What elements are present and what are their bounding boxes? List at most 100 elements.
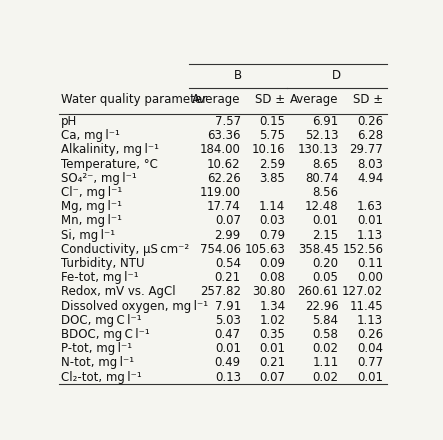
Text: 12.48: 12.48 xyxy=(305,200,338,213)
Text: 0.21: 0.21 xyxy=(259,356,285,369)
Text: Turbidity, NTU: Turbidity, NTU xyxy=(61,257,144,270)
Text: 3.85: 3.85 xyxy=(260,172,285,185)
Text: DOC, mg C l⁻¹: DOC, mg C l⁻¹ xyxy=(61,314,141,327)
Text: 1.13: 1.13 xyxy=(357,229,383,242)
Text: 2.15: 2.15 xyxy=(312,229,338,242)
Text: Mn, mg l⁻¹: Mn, mg l⁻¹ xyxy=(61,214,121,227)
Text: B: B xyxy=(234,69,242,82)
Text: Mg, mg l⁻¹: Mg, mg l⁻¹ xyxy=(61,200,121,213)
Text: 0.20: 0.20 xyxy=(313,257,338,270)
Text: 0.11: 0.11 xyxy=(357,257,383,270)
Text: 0.02: 0.02 xyxy=(313,342,338,355)
Text: Alkalinity, mg l⁻¹: Alkalinity, mg l⁻¹ xyxy=(61,143,159,157)
Text: 0.54: 0.54 xyxy=(215,257,241,270)
Text: SD ±: SD ± xyxy=(353,93,383,106)
Text: 0.26: 0.26 xyxy=(357,115,383,128)
Text: 0.02: 0.02 xyxy=(313,370,338,384)
Text: 17.74: 17.74 xyxy=(207,200,241,213)
Text: Fe-tot, mg l⁻¹: Fe-tot, mg l⁻¹ xyxy=(61,271,138,284)
Text: Redox, mV vs. AgCl: Redox, mV vs. AgCl xyxy=(61,286,175,298)
Text: 358.45: 358.45 xyxy=(298,243,338,256)
Text: 4.94: 4.94 xyxy=(357,172,383,185)
Text: SD ±: SD ± xyxy=(255,93,285,106)
Text: 80.74: 80.74 xyxy=(305,172,338,185)
Text: 0.09: 0.09 xyxy=(260,257,285,270)
Text: 29.77: 29.77 xyxy=(350,143,383,157)
Text: 5.84: 5.84 xyxy=(313,314,338,327)
Text: 0.01: 0.01 xyxy=(357,370,383,384)
Text: 0.15: 0.15 xyxy=(260,115,285,128)
Text: BDOC, mg C l⁻¹: BDOC, mg C l⁻¹ xyxy=(61,328,149,341)
Text: N-tot, mg l⁻¹: N-tot, mg l⁻¹ xyxy=(61,356,134,369)
Text: 127.02: 127.02 xyxy=(342,286,383,298)
Text: 0.08: 0.08 xyxy=(260,271,285,284)
Text: 10.62: 10.62 xyxy=(207,158,241,171)
Text: Temperature, °C: Temperature, °C xyxy=(61,158,157,171)
Text: 0.03: 0.03 xyxy=(260,214,285,227)
Text: SO₄²⁻, mg l⁻¹: SO₄²⁻, mg l⁻¹ xyxy=(61,172,136,185)
Text: 0.77: 0.77 xyxy=(357,356,383,369)
Text: 0.04: 0.04 xyxy=(357,342,383,355)
Text: 2.59: 2.59 xyxy=(259,158,285,171)
Text: 52.13: 52.13 xyxy=(305,129,338,142)
Text: D: D xyxy=(331,69,341,82)
Text: 7.57: 7.57 xyxy=(215,115,241,128)
Text: Average: Average xyxy=(290,93,338,106)
Text: P-tot, mg l⁻¹: P-tot, mg l⁻¹ xyxy=(61,342,132,355)
Text: 0.58: 0.58 xyxy=(313,328,338,341)
Text: 0.21: 0.21 xyxy=(215,271,241,284)
Text: Cl⁻, mg l⁻¹: Cl⁻, mg l⁻¹ xyxy=(61,186,122,199)
Text: 0.01: 0.01 xyxy=(313,214,338,227)
Text: Ca, mg l⁻¹: Ca, mg l⁻¹ xyxy=(61,129,120,142)
Text: 0.13: 0.13 xyxy=(215,370,241,384)
Text: 0.01: 0.01 xyxy=(215,342,241,355)
Text: 62.26: 62.26 xyxy=(207,172,241,185)
Text: 0.26: 0.26 xyxy=(357,328,383,341)
Text: 0.35: 0.35 xyxy=(260,328,285,341)
Text: 105.63: 105.63 xyxy=(245,243,285,256)
Text: 1.34: 1.34 xyxy=(259,300,285,312)
Text: Cl₂-tot, mg l⁻¹: Cl₂-tot, mg l⁻¹ xyxy=(61,370,141,384)
Text: 0.05: 0.05 xyxy=(313,271,338,284)
Text: 754.06: 754.06 xyxy=(200,243,241,256)
Text: 6.28: 6.28 xyxy=(357,129,383,142)
Text: 0.00: 0.00 xyxy=(358,271,383,284)
Text: Average: Average xyxy=(192,93,241,106)
Text: 0.01: 0.01 xyxy=(357,214,383,227)
Text: 0.07: 0.07 xyxy=(215,214,241,227)
Text: 0.01: 0.01 xyxy=(260,342,285,355)
Text: Conductivity, μS cm⁻²: Conductivity, μS cm⁻² xyxy=(61,243,189,256)
Text: pH: pH xyxy=(61,115,77,128)
Text: 1.13: 1.13 xyxy=(357,314,383,327)
Text: 1.63: 1.63 xyxy=(357,200,383,213)
Text: 7.91: 7.91 xyxy=(214,300,241,312)
Text: Dissolved oxygen, mg l⁻¹: Dissolved oxygen, mg l⁻¹ xyxy=(61,300,208,312)
Text: 184.00: 184.00 xyxy=(200,143,241,157)
Text: 130.13: 130.13 xyxy=(298,143,338,157)
Text: 8.65: 8.65 xyxy=(313,158,338,171)
Text: 2.99: 2.99 xyxy=(214,229,241,242)
Text: 30.80: 30.80 xyxy=(252,286,285,298)
Text: 0.07: 0.07 xyxy=(260,370,285,384)
Text: 1.02: 1.02 xyxy=(259,314,285,327)
Text: 10.16: 10.16 xyxy=(252,143,285,157)
Text: 152.56: 152.56 xyxy=(342,243,383,256)
Text: 6.91: 6.91 xyxy=(312,115,338,128)
Text: 0.49: 0.49 xyxy=(215,356,241,369)
Text: 22.96: 22.96 xyxy=(305,300,338,312)
Text: 0.47: 0.47 xyxy=(215,328,241,341)
Text: 0.79: 0.79 xyxy=(259,229,285,242)
Text: Si, mg l⁻¹: Si, mg l⁻¹ xyxy=(61,229,115,242)
Text: 119.00: 119.00 xyxy=(200,186,241,199)
Text: Water quality parameter: Water quality parameter xyxy=(61,93,206,106)
Text: 5.75: 5.75 xyxy=(260,129,285,142)
Text: 8.56: 8.56 xyxy=(313,186,338,199)
Text: 257.82: 257.82 xyxy=(200,286,241,298)
Text: 5.03: 5.03 xyxy=(215,314,241,327)
Text: 1.14: 1.14 xyxy=(259,200,285,213)
Text: 1.11: 1.11 xyxy=(312,356,338,369)
Text: 11.45: 11.45 xyxy=(350,300,383,312)
Text: 8.03: 8.03 xyxy=(358,158,383,171)
Text: 63.36: 63.36 xyxy=(207,129,241,142)
Text: 260.61: 260.61 xyxy=(298,286,338,298)
